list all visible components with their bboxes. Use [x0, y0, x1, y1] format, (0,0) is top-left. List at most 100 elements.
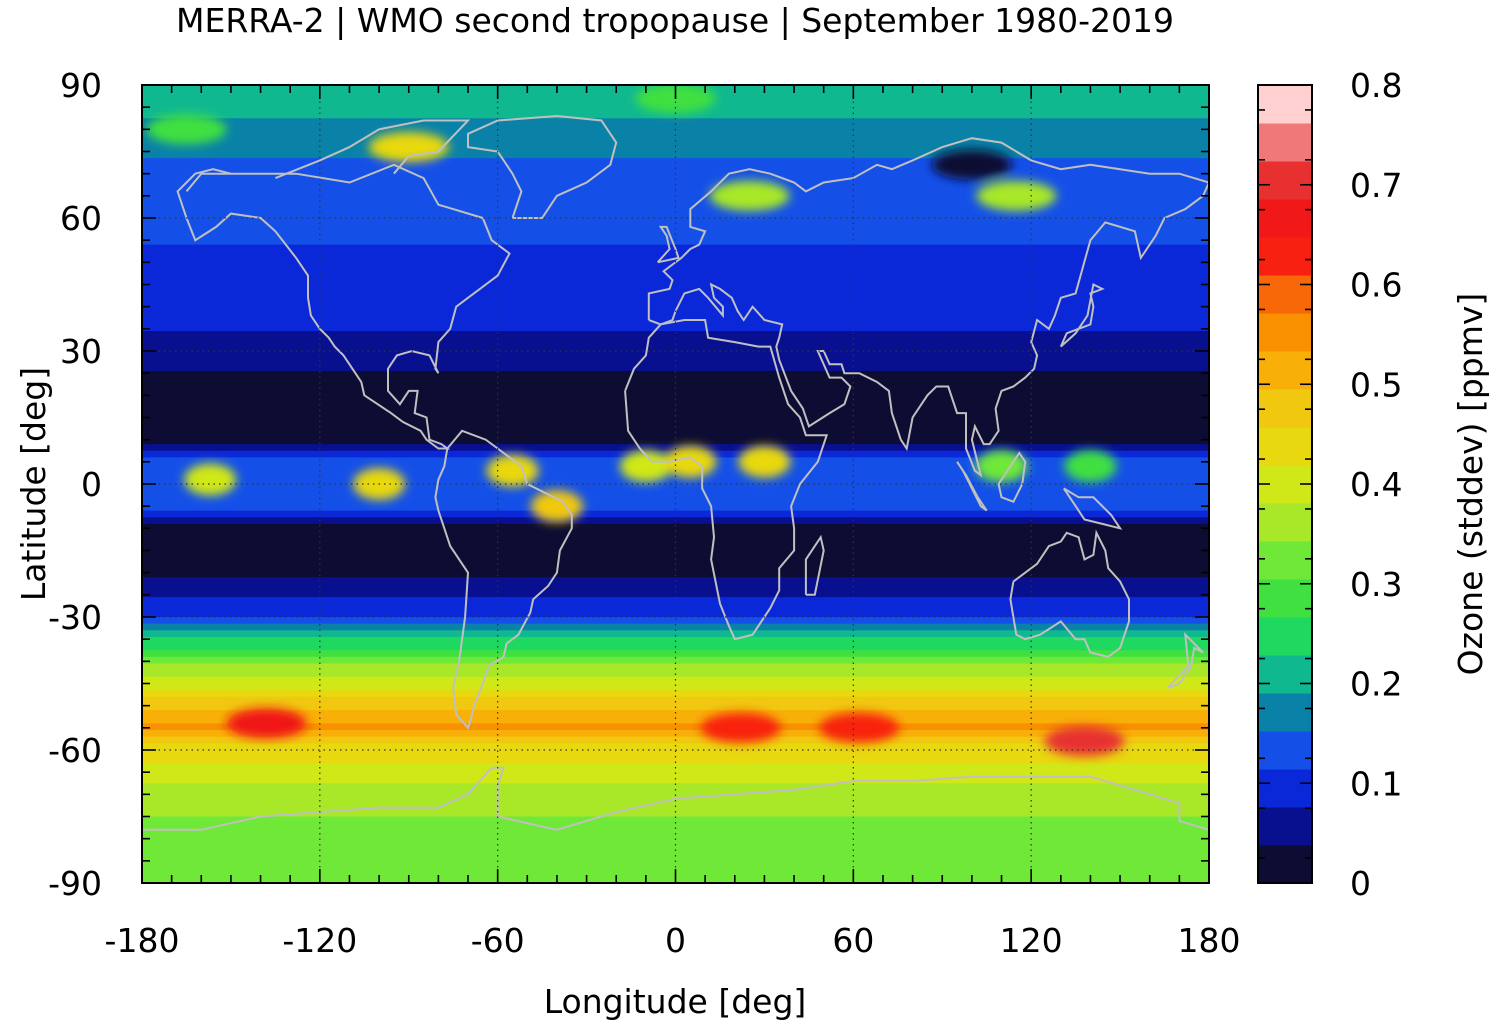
zonal-band [142, 849, 1209, 857]
x-tick-label: 60 [832, 921, 874, 960]
zonal-band [142, 557, 1209, 565]
colorbar-tick-label: 0.3 [1350, 565, 1402, 604]
zonal-band [142, 477, 1209, 485]
zonal-band [142, 836, 1209, 844]
coastline-3 [647, 137, 1209, 478]
zonal-band [142, 683, 1209, 691]
anomaly-patch [700, 712, 781, 743]
zonal-band [142, 297, 1209, 306]
zonal-band [142, 138, 1209, 146]
zonal-band [142, 856, 1209, 864]
zonal-band [142, 503, 1209, 512]
zonal-band [142, 390, 1209, 399]
zonal-band [142, 650, 1209, 658]
zonal-band [142, 756, 1209, 764]
zonal-band [142, 211, 1209, 219]
anomaly-patch [931, 149, 1012, 180]
zonal-band [142, 630, 1209, 638]
anomaly-patch [709, 180, 790, 211]
colorbar-tick-label: 0.5 [1350, 365, 1402, 404]
colorbar-tick-label: 0.6 [1350, 266, 1402, 305]
colorbar-tick-labels: 0.8 0.7 0.6 0.5 0.4 0.3 0.2 0.1 0 [1350, 66, 1402, 903]
chart-title: MERRA-2 | WMO second tropopause | Septem… [176, 1, 1174, 40]
zonal-band [142, 816, 1209, 824]
zonal-band [142, 656, 1209, 665]
colorbar-segment [1258, 541, 1312, 580]
anomaly-patch [146, 114, 227, 145]
x-tick-label: -60 [471, 921, 525, 960]
x-tick-label: 0 [665, 921, 686, 960]
plot-area [142, 85, 1209, 883]
zonal-band [142, 430, 1209, 439]
zonal-band [142, 763, 1209, 771]
coastline-14 [176, 168, 232, 219]
coastline-10 [997, 451, 1027, 503]
anomaly-patch [664, 445, 717, 478]
y-tick-label: 30 [60, 332, 102, 371]
y-tick-label: 60 [60, 199, 102, 238]
colorbar-segment [1258, 161, 1312, 200]
zonal-band [142, 184, 1209, 192]
colorbar-tick-label: 0 [1350, 864, 1371, 903]
x-tick-label: -120 [282, 921, 357, 960]
zonal-band [142, 623, 1209, 631]
colorbar-segment [1258, 389, 1312, 428]
zonal-band [142, 218, 1209, 226]
colorbar-segment [1258, 655, 1312, 694]
zonal-band [142, 277, 1209, 286]
anomaly-patch [619, 450, 672, 483]
x-tick-labels: -180 -120 -60 0 60 120 180 [105, 921, 1241, 960]
zonal-band [142, 783, 1209, 791]
zonal-band [142, 331, 1209, 339]
zonal-band [142, 204, 1209, 212]
zonal-band [142, 537, 1209, 545]
zonal-band [142, 563, 1209, 572]
zonal-band [142, 178, 1209, 186]
zonal-band [142, 809, 1209, 818]
colorbar-segment [1258, 617, 1312, 656]
colorbar-segment [1258, 693, 1312, 732]
coastline-7 [656, 225, 680, 264]
anomaly-patch [819, 712, 900, 743]
zonal-band [142, 377, 1209, 385]
colorbar-tick-label: 0.4 [1350, 465, 1402, 504]
y-tick-label: 0 [81, 465, 102, 504]
colorbar-segment [1258, 275, 1312, 314]
zonal-band [142, 271, 1209, 279]
zonal-band [142, 723, 1209, 731]
coastline-6 [142, 766, 1209, 831]
colorbar-ticks [1258, 84, 1312, 884]
zonal-band [142, 151, 1209, 159]
anomaly-patch [976, 180, 1057, 211]
coastline-11 [1062, 487, 1123, 530]
coastline-12 [804, 534, 825, 596]
coastline-1 [434, 429, 573, 730]
anomaly-patch [184, 463, 237, 496]
colorbar-segment [1258, 427, 1312, 466]
colorbar-segment [1258, 123, 1312, 162]
zonal-band [142, 337, 1209, 345]
coastline-9 [956, 461, 988, 512]
coastline-overlay [142, 114, 1209, 831]
zonal-band [142, 730, 1209, 738]
zonal-band [142, 424, 1209, 432]
colorbar-segment [1258, 313, 1312, 352]
colorbar-segment [1258, 769, 1312, 808]
coastline-8 [1059, 283, 1105, 348]
y-tick-labels: 90 60 30 0 -30 -60 -90 [48, 66, 102, 903]
zonal-band [142, 404, 1209, 412]
zonal-band [142, 284, 1209, 292]
zonal-band [142, 696, 1209, 705]
zonal-band [142, 843, 1209, 851]
zonal-band [142, 690, 1209, 698]
colorbar-segment [1258, 503, 1312, 542]
zonal-band [142, 158, 1209, 166]
colorbar-label: Ozone (stddev) [ppmv] [1451, 293, 1490, 676]
colorbar-segment [1258, 807, 1312, 846]
zonal-band [142, 444, 1209, 452]
zonal-band [142, 490, 1209, 498]
colorbar-segment [1258, 199, 1312, 238]
zonal-band [142, 251, 1209, 259]
zonal-band [142, 743, 1209, 751]
zonal-band [142, 603, 1209, 611]
